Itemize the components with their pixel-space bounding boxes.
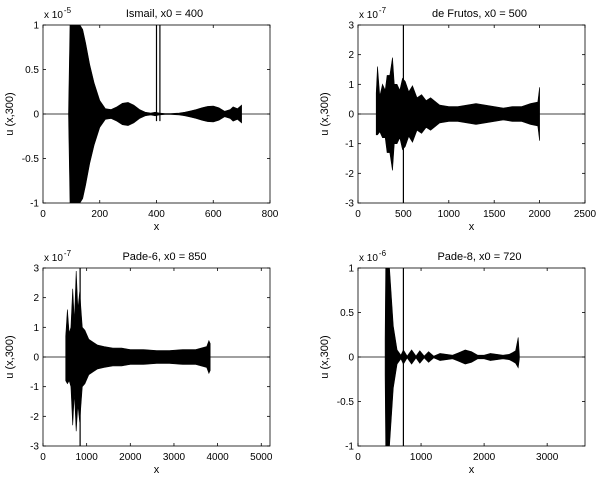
x-axis-label: x: [469, 221, 475, 233]
chart-panel-3: 0 1000 2000 3000 4000 5000 -3 -2 -1 0 1 2 3 Pade-6, x…: [4, 249, 273, 476]
y-axis-label: u (x,300): [319, 92, 331, 135]
x-axis-label: x: [154, 464, 160, 476]
y-tick-label: -0.5: [337, 397, 355, 408]
y-axis-exponent: x 10-7: [44, 249, 72, 264]
y-tick-label: 0.5: [340, 308, 354, 319]
x-tick-label: 4000: [206, 452, 229, 463]
y-tick-label: 3: [33, 264, 39, 275]
x-axis-label: x: [469, 464, 475, 476]
y-tick-label: -1: [30, 382, 39, 393]
y-axis-label: u (x,300): [4, 92, 16, 135]
y-axis-exponent-base: x 10: [44, 10, 63, 21]
x-tick-label: 3000: [536, 452, 559, 463]
y-tick-label: 0: [348, 353, 354, 364]
y-tick-label: 2: [33, 293, 39, 304]
y-tick-label: 0: [33, 110, 39, 121]
y-tick-label: -3: [30, 442, 39, 453]
chart-title: Ismail, x0 = 400: [126, 8, 203, 20]
y-tick-label: 0: [348, 110, 354, 121]
y-axis-exponent-base: x 10: [44, 253, 63, 264]
x-tick-label: 2000: [473, 452, 496, 463]
y-tick-label: -3: [345, 199, 354, 210]
y-axis-exponent: x 10-7: [359, 6, 387, 21]
plot-data: [43, 25, 270, 203]
y-axis-exponent-base: x 10: [359, 10, 378, 21]
y-tick-label: -1: [345, 139, 354, 150]
x-tick-label: 1000: [438, 209, 461, 220]
x-axis-label: x: [154, 221, 160, 233]
y-axis-label: u (x,300): [319, 335, 331, 378]
x-tick-label: 500: [395, 209, 412, 220]
chart-title: Pade-8, x0 = 720: [437, 251, 521, 263]
y-tick-label: 2: [348, 50, 354, 61]
chart-title: de Frutos, x0 = 500: [432, 8, 527, 20]
y-tick-label: 0: [33, 353, 39, 364]
x-tick-label: 3000: [163, 452, 186, 463]
y-tick-label: 1: [33, 323, 39, 334]
y-tick-label: 1: [348, 80, 354, 91]
y-axis-exponent: x 10-6: [359, 249, 387, 264]
y-axis-exponent-power: -5: [64, 6, 72, 15]
plot-data: [358, 25, 585, 203]
y-axis-exponent-power: -7: [64, 249, 72, 258]
chart-panel-2: 0 500 1000 1500 2000 2500 -3 -2 -1 0 1 2 3 de Frutos,…: [319, 6, 597, 233]
x-tick-label: 0: [355, 452, 361, 463]
y-axis-exponent-power: -6: [379, 249, 387, 258]
y-tick-label: -2: [30, 412, 39, 423]
y-axis-exponent: x 10-5: [44, 6, 72, 21]
x-tick-label: 0: [40, 209, 46, 220]
x-tick-label: 1500: [483, 209, 506, 220]
chart-title: Pade-6, x0 = 850: [122, 251, 206, 263]
plot-data: [43, 268, 270, 446]
x-tick-label: 0: [40, 452, 46, 463]
y-tick-label: 3: [348, 21, 354, 32]
y-tick-label: 1: [33, 21, 39, 32]
x-tick-label: 400: [148, 209, 165, 220]
y-tick-label: -1: [345, 442, 354, 453]
chart-panel-4: 0 1000 2000 3000 -1 -0.5 0 0.5 1 Pade-8, x0 = 720…: [319, 249, 586, 476]
y-axis-label: u (x,300): [4, 335, 16, 378]
x-tick-label: 2000: [528, 209, 551, 220]
chart-panel-1: 0 200 400 600 800 -1 -0.5 0 0.5 1 Ismail, x0 = 400…: [4, 6, 279, 233]
y-axis-exponent-base: x 10: [359, 253, 378, 264]
x-tick-label: 800: [262, 209, 279, 220]
x-tick-label: 1000: [76, 452, 99, 463]
series-oscillation-envelope: [65, 270, 211, 432]
x-tick-label: 200: [91, 209, 108, 220]
y-tick-label: -0.5: [22, 154, 40, 165]
x-tick-label: 600: [205, 209, 222, 220]
x-tick-label: 2500: [574, 209, 597, 220]
y-tick-label: -2: [345, 169, 354, 180]
x-tick-label: 0: [355, 209, 361, 220]
x-tick-label: 2000: [119, 452, 142, 463]
x-tick-label: 5000: [250, 452, 273, 463]
y-tick-label: 1: [348, 264, 354, 275]
plot-data: [358, 268, 585, 446]
y-tick-label: -1: [30, 199, 39, 210]
y-tick-label: 0.5: [25, 65, 39, 76]
x-tick-label: 1000: [410, 452, 433, 463]
y-axis-exponent-power: -7: [379, 6, 387, 15]
